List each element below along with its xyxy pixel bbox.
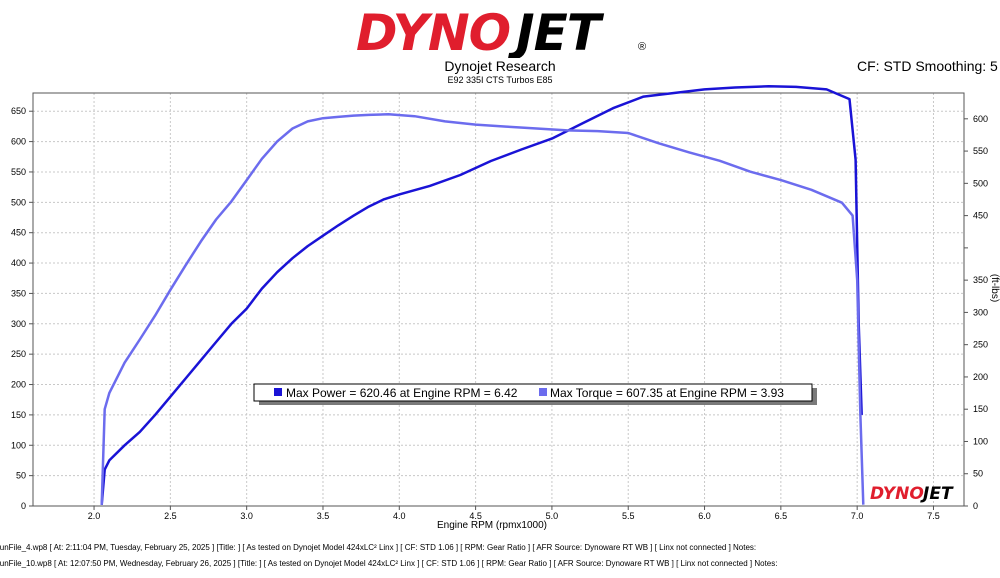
x-tick-label: 5.5	[622, 511, 635, 521]
y-left-tick-label: 550	[11, 167, 26, 177]
watermark-text-black: JET	[920, 484, 954, 504]
dynojet-watermark: DYNO JET	[870, 484, 954, 504]
y-right-tick-label: 250	[973, 340, 988, 350]
y-right-tick-label: 0	[973, 501, 978, 511]
series-line-max-torque	[100, 113, 865, 505]
y-left-tick-label: 500	[11, 197, 26, 207]
legend-entry-torque: Max Torque = 607.35 at Engine RPM = 3.93	[550, 386, 784, 400]
x-tick-label: 4.5	[469, 511, 482, 521]
y-left-tick-label: 200	[11, 380, 26, 390]
dynojet-logo: DYNO JET ®	[350, 4, 650, 62]
y-left-tick-label: 250	[11, 349, 26, 359]
y-right-tick-label: 200	[973, 372, 988, 382]
legend: Max Power = 620.46 at Engine RPM = 6.42 …	[253, 383, 817, 405]
legend-box	[253, 383, 813, 402]
y-left-tick-label: 100	[11, 440, 26, 450]
x-tick-label: 6.5	[775, 511, 788, 521]
cf-smoothing-label: CF: STD Smoothing: 5	[857, 58, 998, 74]
x-tick-label: 7.0	[851, 511, 864, 521]
logo-text-black: JET	[507, 4, 605, 58]
legend-swatch-torque	[539, 388, 547, 396]
y-left-tick-label: 600	[11, 137, 26, 147]
y-right-tick-label: 500	[973, 178, 988, 188]
y-left-tick-label: 150	[11, 410, 26, 420]
logo-text-red: DYNO	[356, 4, 510, 58]
y-left-tick-label: 450	[11, 228, 26, 238]
y-left-tick-label: 300	[11, 319, 26, 329]
x-tick-label: 7.5	[927, 511, 940, 521]
y-right-tick-label: 150	[973, 404, 988, 414]
y-right-tick-label: 550	[973, 146, 988, 156]
registered-mark: ®	[638, 41, 646, 53]
y-right-tick-label: 100	[973, 436, 988, 446]
y-right-tick-label: 450	[973, 211, 988, 221]
y-left-tick-label: 50	[16, 471, 26, 481]
series-lines	[100, 85, 865, 505]
x-tick-label: 6.0	[698, 511, 711, 521]
y-left-tick-label: 0	[21, 501, 26, 511]
x-tick-label: 2.0	[88, 511, 101, 521]
footer-runfile-4: RunFile_4.wp8 [ At: 2:11:04 PM, Tuesday,…	[0, 543, 757, 552]
y-axis-right-ticks: 0 50 100 150 200 250 300 350 450 500 550 600	[964, 114, 988, 511]
y-right-tick-label: 600	[973, 114, 988, 124]
y-left-tick-label: 650	[11, 106, 26, 116]
grid-lines	[33, 93, 964, 507]
y-axis-left-ticks: 0 50 100 150 200 250 300 350 400 450 500 550 600 650	[11, 106, 33, 511]
x-tick-label: 5.0	[546, 511, 559, 521]
y-left-tick-label: 400	[11, 258, 26, 268]
chart-title: Dynojet Research	[444, 58, 556, 74]
y-right-tick-label: 350	[973, 275, 988, 285]
watermark-text-red: DYNO	[870, 484, 924, 504]
chart-subtitle: E92 335I CTS Turbos E85	[447, 75, 553, 85]
series-line-max-power	[100, 85, 863, 505]
footer-runfile-10: RunFile_10.wp8 [ At: 12:07:50 PM, Wednes…	[0, 559, 778, 568]
x-axis-label: Engine RPM (rpmx1000)	[437, 520, 547, 531]
y-right-tick-label: 50	[973, 469, 983, 479]
plot-area	[32, 92, 965, 507]
dynojet-logo-mark: DYNO JET ®	[356, 4, 646, 62]
y-left-tick-label: 350	[11, 288, 26, 298]
x-tick-label: 3.0	[240, 511, 253, 521]
x-tick-label: 4.0	[393, 511, 406, 521]
x-tick-label: 2.5	[164, 511, 177, 521]
y-right-tick-label: 300	[973, 307, 988, 317]
legend-swatch-power	[274, 388, 282, 396]
legend-entry-power: Max Power = 620.46 at Engine RPM = 6.42	[286, 386, 518, 400]
x-axis-ticks: 2.0 2.5 3.0 3.5 4.0 4.5 5.0 5.5 6.0 6.5 7.0 7.5	[88, 506, 940, 521]
x-tick-label: 3.5	[317, 511, 330, 521]
y-axis-right-label: (ft-lbs)	[989, 274, 1000, 302]
